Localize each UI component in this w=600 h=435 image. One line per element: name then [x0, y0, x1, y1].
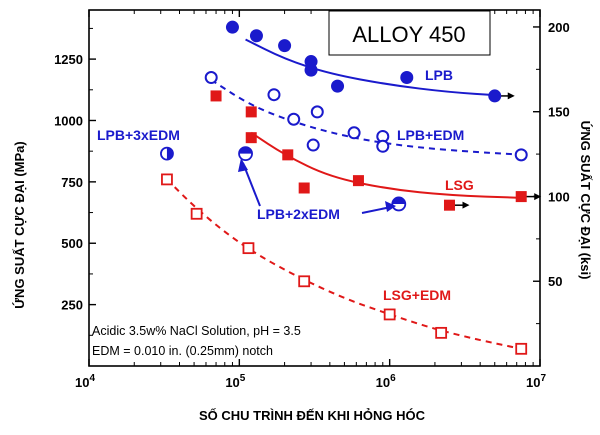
point-lpb [225, 20, 239, 34]
point-lsg-edm [161, 173, 173, 186]
point-lsg [282, 149, 294, 161]
x-axis-label: SỐ CHU TRÌNH ĐẾN KHI HỎNG HÓC [199, 408, 426, 423]
runout-arrowhead [462, 201, 470, 209]
plot-border [88, 9, 541, 367]
plot-frame: 104 105 106 107 250 500 750 1000 1250 50 100 150 200 [54, 9, 570, 390]
y-left-tick-label: 500 [61, 236, 83, 251]
label-lpb: LPB [425, 67, 453, 83]
y-axis-right-label: ỨNG SUẤT CỰC ĐẠI (ksi) [578, 121, 593, 280]
x-tick-label: 107 [526, 373, 546, 390]
y-right-tick-label: 200 [548, 20, 570, 35]
point-lsg [210, 90, 222, 102]
point-lsg [352, 175, 364, 187]
fit-curve-lpb [245, 38, 502, 97]
series-layer [160, 20, 542, 355]
point-lpb-edm [287, 112, 301, 126]
label-lpb-edm: LPB+EDM [397, 127, 464, 143]
point-lpb-edm [306, 138, 320, 152]
point-lpb [400, 71, 414, 85]
runout-arrowhead [507, 92, 515, 100]
y-right-tick-label: 50 [548, 274, 562, 289]
point-lpb-edm [267, 88, 281, 102]
arrowhead-left [238, 158, 248, 172]
point-lpb-edm [204, 71, 218, 85]
y-left-tick-label: 250 [61, 298, 83, 313]
point-lpb-edm [514, 148, 528, 162]
y-right-tick-label: 150 [548, 105, 570, 120]
lpb-2xedm-arrows [238, 158, 396, 214]
label-lsg: LSG [445, 177, 474, 193]
y-left-tick-label: 1000 [54, 113, 83, 128]
point-lpb [331, 79, 345, 93]
point-lsg [245, 106, 257, 118]
point-lsg-edm [242, 242, 255, 255]
y-axis-left-label: ỨNG SUẤT CỰC ĐẠI (MPa) [12, 141, 27, 308]
label-lpb-3xedm: LPB+3xEDM [97, 127, 180, 143]
point-lsg [443, 199, 455, 211]
arrow-line-right [361, 206, 392, 214]
chart-title: ALLOY 450 [352, 22, 465, 47]
label-lpb-2xedm: LPB+2xEDM [257, 206, 340, 222]
x-tick-label: 104 [75, 373, 95, 390]
point-lsg [515, 191, 527, 203]
point-lpb-3xedm-fill [166, 147, 173, 160]
y-left-tick-label: 750 [61, 175, 83, 190]
point-lsg [245, 132, 257, 144]
point-lsg-edm [190, 207, 203, 220]
point-lpb [249, 29, 263, 43]
point-lsg [298, 182, 310, 194]
point-lpb-2xedm-fill [239, 147, 253, 154]
x-tick-label: 105 [225, 373, 245, 390]
note-line-1: Acidic 3.5w% NaCl Solution, pH = 3.5 [92, 324, 301, 338]
point-lpb-edm [310, 105, 324, 119]
label-lsg-edm: LSG+EDM [383, 287, 451, 303]
point-lpb-edm [376, 139, 390, 153]
y-right-tick-label: 100 [548, 189, 570, 204]
arrowhead-right [385, 201, 396, 212]
point-lsg-edm [435, 326, 448, 339]
title-box [328, 10, 491, 56]
point-lpb [488, 89, 502, 103]
point-lsg-edm [383, 308, 396, 321]
point-lsg-edm [515, 342, 528, 355]
runout-arrowhead [534, 193, 542, 201]
point-lpb [304, 63, 318, 77]
note-line-2: EDM = 0.010 in. (0.25mm) notch [92, 344, 273, 358]
point-lpb-2xedm-fill [392, 197, 406, 204]
point-lsg-edm [298, 275, 311, 288]
fit-curve-lpb-edm [210, 79, 526, 156]
point-lpb-edm [347, 126, 361, 140]
y-left-tick-label: 1250 [54, 52, 83, 67]
x-tick-label: 106 [376, 373, 396, 390]
point-lpb [278, 39, 292, 53]
